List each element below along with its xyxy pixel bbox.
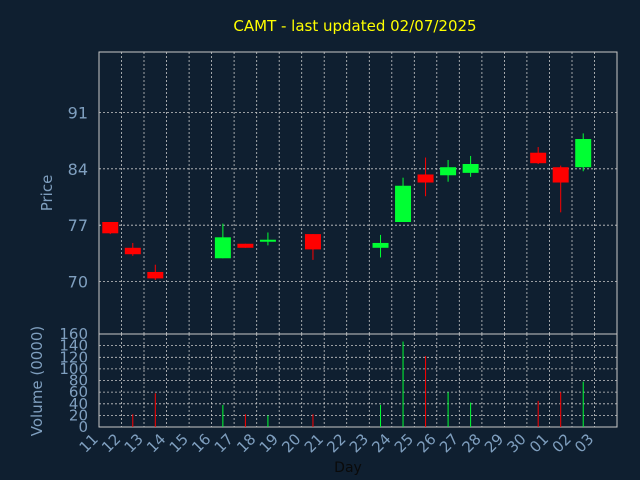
volume-grid	[99, 334, 617, 427]
volume-tick-label: 0	[78, 418, 88, 436]
candle-body	[259, 239, 276, 242]
candle-body	[124, 247, 141, 255]
day-axis-label: Day	[334, 460, 362, 476]
candles	[102, 133, 592, 281]
day-tick-label: 03	[571, 430, 597, 456]
price-tick-label: 84	[68, 160, 88, 179]
price-tick-label: 70	[68, 273, 88, 292]
candle-body	[462, 163, 479, 173]
volume-axis-label: Volume (0000)	[28, 326, 46, 436]
candle-body	[237, 243, 254, 248]
candle-body	[304, 234, 321, 250]
volume-bars	[132, 341, 584, 427]
price-tick-label: 91	[68, 103, 88, 122]
candle-body	[417, 174, 434, 183]
volume-tick-label: 120	[59, 348, 88, 366]
day-tick-labels: 1112131415161718192021222324252627282930…	[76, 430, 598, 456]
candle-body	[147, 271, 164, 279]
volume-tick-label: 100	[59, 360, 88, 378]
candle-body	[530, 152, 547, 164]
price-plot-frame	[98, 51, 618, 335]
price-grid	[99, 52, 617, 334]
candle-body	[440, 167, 457, 176]
candle-body	[372, 242, 389, 248]
volume-tick-label: 80	[69, 372, 88, 390]
volume-tick-label: 60	[69, 383, 88, 401]
candle-body	[575, 139, 592, 168]
price-axis-label: Price	[38, 175, 56, 212]
price-panel: 70 77 84 91 Price	[38, 51, 618, 335]
price-tick-label: 77	[68, 216, 88, 235]
candle-body	[395, 185, 412, 223]
volume-tick-label: 40	[69, 395, 88, 413]
candle-body	[214, 237, 231, 259]
candle-body	[102, 222, 119, 234]
volume-tick-label: 160	[59, 325, 88, 343]
chart-title: CAMT - last updated 02/07/2025	[233, 17, 476, 35]
volume-tick-label: 140	[59, 337, 88, 355]
volume-tick-label: 20	[69, 406, 88, 424]
candle-body	[552, 167, 569, 183]
price-tick-labels: 70 77 84 91	[68, 103, 88, 291]
